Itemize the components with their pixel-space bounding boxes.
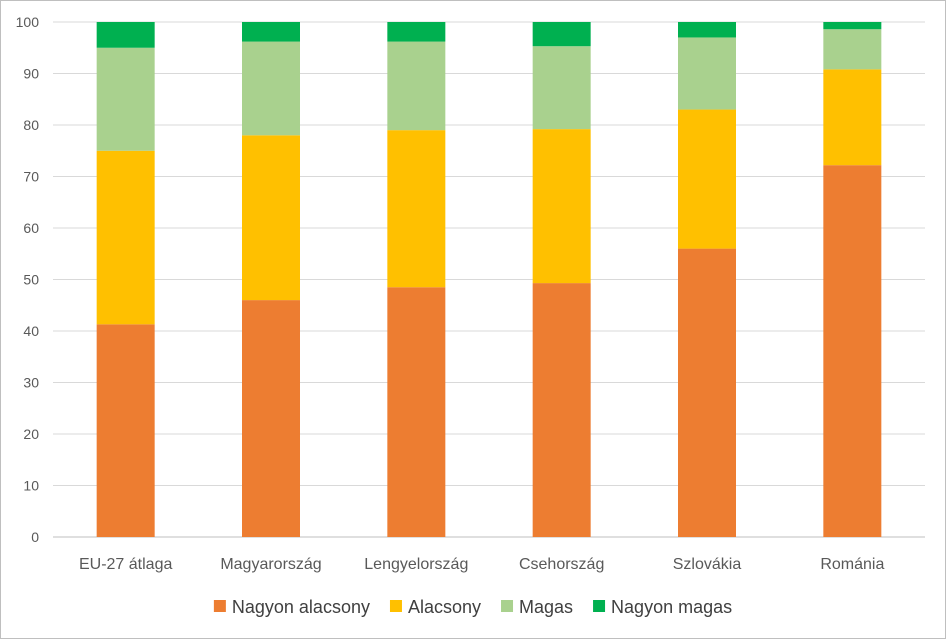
bar-segment	[96, 47, 155, 151]
x-tick-label: Csehország	[519, 556, 604, 573]
bars	[96, 22, 882, 538]
bar-segment	[387, 41, 446, 131]
bar-segment	[242, 135, 300, 301]
y-tick-label: 20	[23, 426, 39, 442]
legend-label: Magas	[519, 597, 573, 617]
y-tick-label: 80	[23, 117, 39, 133]
bar-segment	[96, 150, 155, 325]
bar-segment	[96, 324, 155, 537]
y-tick-label: 90	[23, 66, 39, 82]
bar-segment	[532, 22, 591, 47]
legend-swatch	[213, 600, 226, 612]
y-tick-label: 30	[23, 375, 39, 391]
bar-segment	[242, 22, 300, 42]
y-tick-label: 70	[23, 169, 39, 185]
x-tick-label: Magyarország	[220, 556, 321, 573]
x-tick-label: Lengyelország	[364, 556, 468, 573]
bar-segment	[823, 165, 882, 538]
bar-segment	[532, 283, 591, 537]
bar-segment	[387, 22, 446, 42]
x-tick-label: Románia	[820, 556, 884, 573]
legend: Nagyon alacsony Alacsony Magas Nagyon magas	[213, 597, 732, 617]
legend-swatch	[389, 600, 402, 612]
y-tick-label: 100	[16, 14, 40, 30]
bar-segment	[532, 46, 591, 130]
y-tick-label: 50	[23, 272, 39, 288]
bar-segment	[678, 22, 736, 38]
bar-segment	[678, 37, 736, 110]
legend-swatch	[593, 600, 606, 612]
y-axis-ticks: 0 10 20 30 40 50 60 70 80 90 100	[16, 14, 40, 545]
bar-segment	[387, 130, 446, 288]
legend-label: Nagyon alacsony	[232, 597, 370, 617]
bar-segment	[678, 109, 736, 249]
bar-segment	[823, 29, 882, 70]
bar-segment	[823, 22, 882, 30]
y-tick-label: 0	[31, 529, 39, 545]
y-tick-label: 60	[23, 220, 39, 236]
y-tick-label: 10	[23, 478, 39, 494]
bar-segment	[96, 22, 155, 48]
legend-swatch	[501, 600, 514, 612]
bar-segment	[532, 129, 591, 284]
x-axis-labels: EU-27 átlaga Magyarország Lengyelország Cse…	[79, 556, 884, 573]
x-tick-label: EU-27 átlaga	[79, 556, 172, 573]
bar-segment	[242, 300, 300, 537]
bar-segment	[678, 248, 736, 537]
gridlines	[53, 21, 925, 538]
bar-segment	[387, 287, 446, 537]
bar-segment	[823, 69, 882, 166]
legend-label: Nagyon magas	[611, 597, 732, 617]
bar-segment	[242, 41, 300, 136]
x-tick-label: Szlovákia	[673, 556, 742, 573]
y-tick-label: 40	[23, 323, 39, 339]
legend-label: Alacsony	[408, 597, 481, 617]
